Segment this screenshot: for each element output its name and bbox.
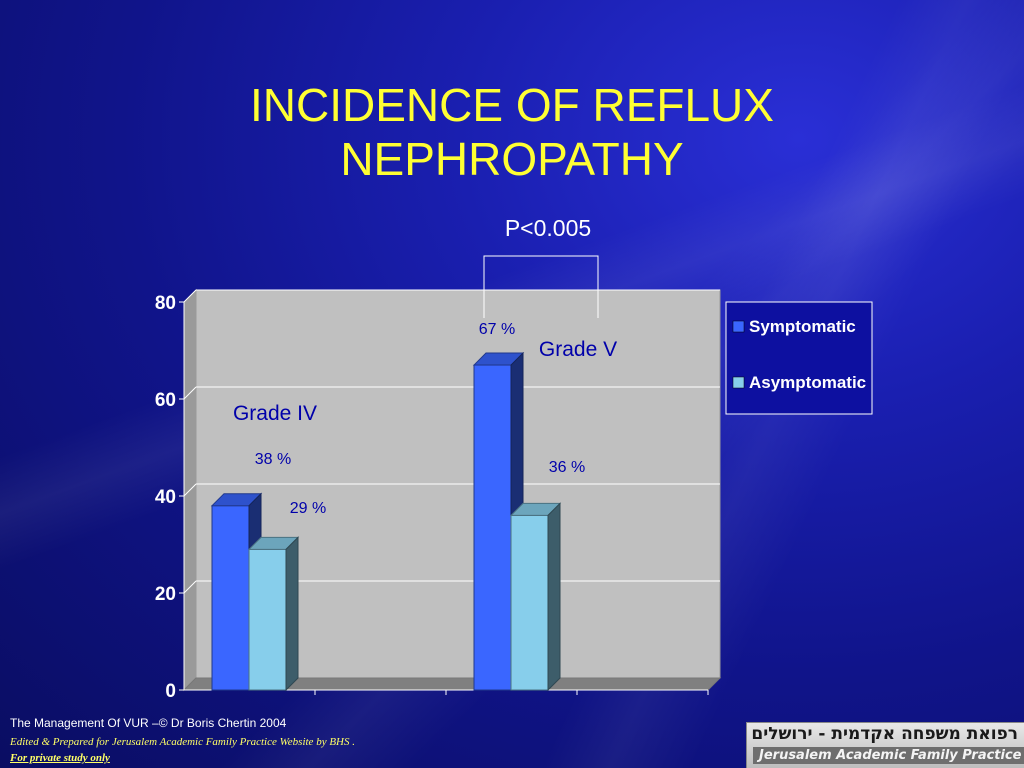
- significance-bracket: [483, 255, 599, 318]
- title-line-1: INCIDENCE OF REFLUX: [250, 79, 774, 131]
- bar-symptomatic-1: [473, 364, 512, 691]
- y-tick-label-60: 60: [155, 390, 176, 411]
- gridline-diag-40: [183, 483, 197, 497]
- footer-private-study: For private study only: [10, 752, 110, 764]
- gridline-diag-80: [183, 289, 197, 303]
- data-label-symptomatic-1: 67 %: [479, 321, 515, 338]
- jafp-logo: רפואת משפחה אקדמית - ירושלים Jerusalem A…: [746, 722, 1024, 768]
- legend-swatch-asymptomatic: [732, 376, 745, 389]
- y-tick-label-40: 40: [155, 487, 176, 508]
- category-label-0: Grade IV: [233, 402, 317, 425]
- footer-credit: The Management Of VUR –© Dr Boris Cherti…: [10, 716, 287, 730]
- legend-swatch-symptomatic: [732, 320, 745, 333]
- y-tick-label-20: 20: [155, 584, 176, 605]
- gridline-diag-60: [183, 386, 197, 400]
- title-line-2: NEPHROPATHY: [340, 133, 684, 185]
- bar-side-asymptomatic-0: [285, 536, 299, 692]
- legend-box: [725, 301, 873, 415]
- legend-label-symptomatic: Symptomatic: [749, 317, 856, 336]
- footer-edited-note: Edited & Prepared for Jerusalem Academic…: [10, 736, 355, 748]
- data-label-asymptomatic-1: 36 %: [549, 459, 585, 476]
- logo-hebrew-text: רפואת משפחה אקדמית - ירושלים: [751, 724, 1018, 744]
- bar-asymptomatic-1: [510, 514, 549, 691]
- bar-side-asymptomatic-1: [547, 502, 561, 692]
- slide-title: INCIDENCE OF REFLUX NEPHROPATHY: [0, 78, 1024, 186]
- gridline-diag-20: [183, 580, 197, 594]
- category-label-1: Grade V: [539, 338, 617, 361]
- y-tick-label-80: 80: [155, 293, 176, 314]
- p-value-annotation: P<0.005: [505, 215, 591, 241]
- bar-asymptomatic-0: [248, 548, 287, 691]
- data-label-symptomatic-0: 38 %: [255, 451, 291, 468]
- bar-symptomatic-0: [211, 505, 250, 691]
- logo-english-text: Jerusalem Academic Family Practice: [753, 747, 1024, 764]
- legend-label-asymptomatic: Asymptomatic: [749, 373, 866, 392]
- data-label-asymptomatic-0: 29 %: [290, 500, 326, 517]
- bar-chart: 0 20 40 60 80 38 % 67 % 29 % 36 % Grade IV Grade V…: [155, 215, 873, 702]
- y-tick-label-0: 0: [165, 681, 176, 702]
